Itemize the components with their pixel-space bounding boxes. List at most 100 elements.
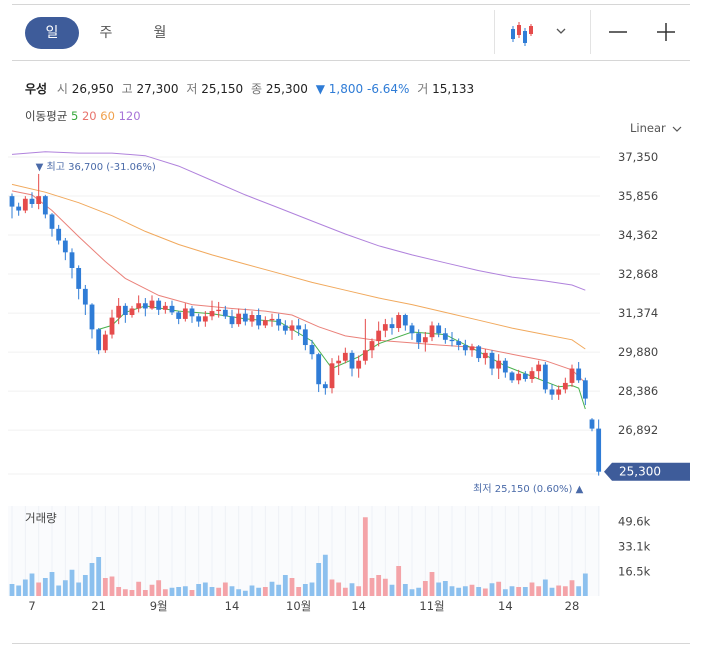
y-tick-label: 26,892 xyxy=(618,423,658,437)
volume-bar xyxy=(116,587,122,596)
ma-60-line xyxy=(11,183,586,350)
volume-bar xyxy=(396,566,402,596)
candle xyxy=(396,315,402,329)
chevron-down-icon[interactable] xyxy=(553,14,571,50)
scale-label: Linear xyxy=(630,121,666,135)
volume-bar xyxy=(269,581,275,596)
moving-averages xyxy=(11,151,586,410)
candle xyxy=(429,325,435,338)
low-label: 저 xyxy=(186,82,198,96)
candle xyxy=(449,339,455,342)
volume-value: 15,133 xyxy=(432,82,475,96)
x-tick-label: 14 xyxy=(351,599,366,613)
tab-month[interactable]: 월 xyxy=(153,25,167,41)
quote-summary: 우성 시 26,950 고 27,300 저 25,150 종 25,300 ▼… xyxy=(25,80,478,97)
y-tick-label: 37,350 xyxy=(618,150,658,164)
volume-bar xyxy=(376,575,382,596)
candle xyxy=(416,333,422,343)
candle xyxy=(316,354,322,385)
volume-bar xyxy=(476,587,482,596)
volume-bar xyxy=(236,589,242,596)
candle xyxy=(376,330,382,342)
y-tick-label: 32,868 xyxy=(618,267,658,281)
change-percent: -6.64% xyxy=(366,82,410,96)
volume-bar xyxy=(409,589,415,596)
candle xyxy=(476,346,482,359)
high-label: 고 xyxy=(121,82,133,96)
volume-bar xyxy=(69,569,75,596)
tab-week[interactable]: 주 xyxy=(99,25,113,41)
volume-bar xyxy=(222,582,228,596)
volume-bar xyxy=(82,575,88,596)
candle xyxy=(222,309,228,317)
volume-bar xyxy=(529,582,535,596)
x-tick-label: 14 xyxy=(225,599,240,613)
volume-bar xyxy=(302,584,308,596)
volume-bar xyxy=(96,557,102,596)
ma-60: 60 xyxy=(100,109,115,123)
volume-bar xyxy=(516,587,522,596)
candle xyxy=(76,267,82,289)
x-tick-label: 21 xyxy=(91,599,106,613)
candle xyxy=(16,206,22,211)
candle xyxy=(56,228,62,241)
volume-bar xyxy=(442,581,448,596)
candle xyxy=(249,315,255,322)
zoom-out-icon[interactable] xyxy=(606,14,630,50)
candle xyxy=(356,360,362,369)
candle xyxy=(36,196,42,204)
volume-bar xyxy=(9,584,15,596)
candle xyxy=(589,419,595,429)
candle xyxy=(109,317,115,335)
x-tick-label: 28 xyxy=(565,599,580,613)
zoom-in-icon[interactable] xyxy=(654,14,678,50)
volume-bar xyxy=(76,582,82,596)
candle xyxy=(322,384,328,389)
last-price-badge xyxy=(604,462,690,481)
volume-bar xyxy=(256,587,262,596)
candle xyxy=(202,316,208,322)
toolbar-divider xyxy=(590,10,591,54)
candle xyxy=(409,325,415,334)
volume-bar xyxy=(362,517,368,596)
volume-bar xyxy=(162,589,168,596)
volume-bar xyxy=(496,581,502,596)
volume-bar xyxy=(42,578,48,596)
candle xyxy=(129,308,135,315)
tab-day[interactable]: 일 xyxy=(25,17,79,49)
low-marker-label: 최저 25,150 (0.60%) ▲ xyxy=(473,483,583,495)
scale-selector[interactable]: Linear xyxy=(630,121,683,135)
y-tick-label: 31,374 xyxy=(618,306,658,320)
volume-bar xyxy=(136,581,142,596)
volume-bar xyxy=(482,588,488,596)
volume-label: 거 xyxy=(417,82,429,96)
candle xyxy=(162,305,168,310)
volume-bar xyxy=(416,587,422,596)
open-value: 26,950 xyxy=(71,82,114,96)
volume-bar xyxy=(522,587,528,596)
volume-bar xyxy=(562,586,568,596)
volume-bar xyxy=(22,579,28,596)
volume-bar xyxy=(429,572,435,596)
candle xyxy=(289,325,295,331)
volume-bar xyxy=(296,587,302,596)
bottom-divider xyxy=(12,643,690,644)
volume-bar xyxy=(102,578,108,596)
candle xyxy=(256,315,262,326)
candle xyxy=(509,372,515,381)
extreme-markers: ▼ 최고 36,700 (-31.06%) 최저 25,150 (0.60%) ▲ xyxy=(36,161,584,495)
volume-bar xyxy=(216,587,222,596)
chart-type-button[interactable] xyxy=(505,14,575,50)
x-tick-label: 9월 xyxy=(150,599,168,613)
candle xyxy=(302,329,308,346)
candle xyxy=(122,305,128,315)
candle xyxy=(22,198,28,211)
volume-bar xyxy=(16,585,22,596)
candle xyxy=(142,303,148,309)
candle xyxy=(329,363,335,389)
candle xyxy=(242,313,248,322)
candle xyxy=(89,304,95,330)
volume-panel: 거래량 16.5k 33.1k 49.6k xyxy=(8,506,651,596)
candlestick-icon xyxy=(511,22,533,46)
